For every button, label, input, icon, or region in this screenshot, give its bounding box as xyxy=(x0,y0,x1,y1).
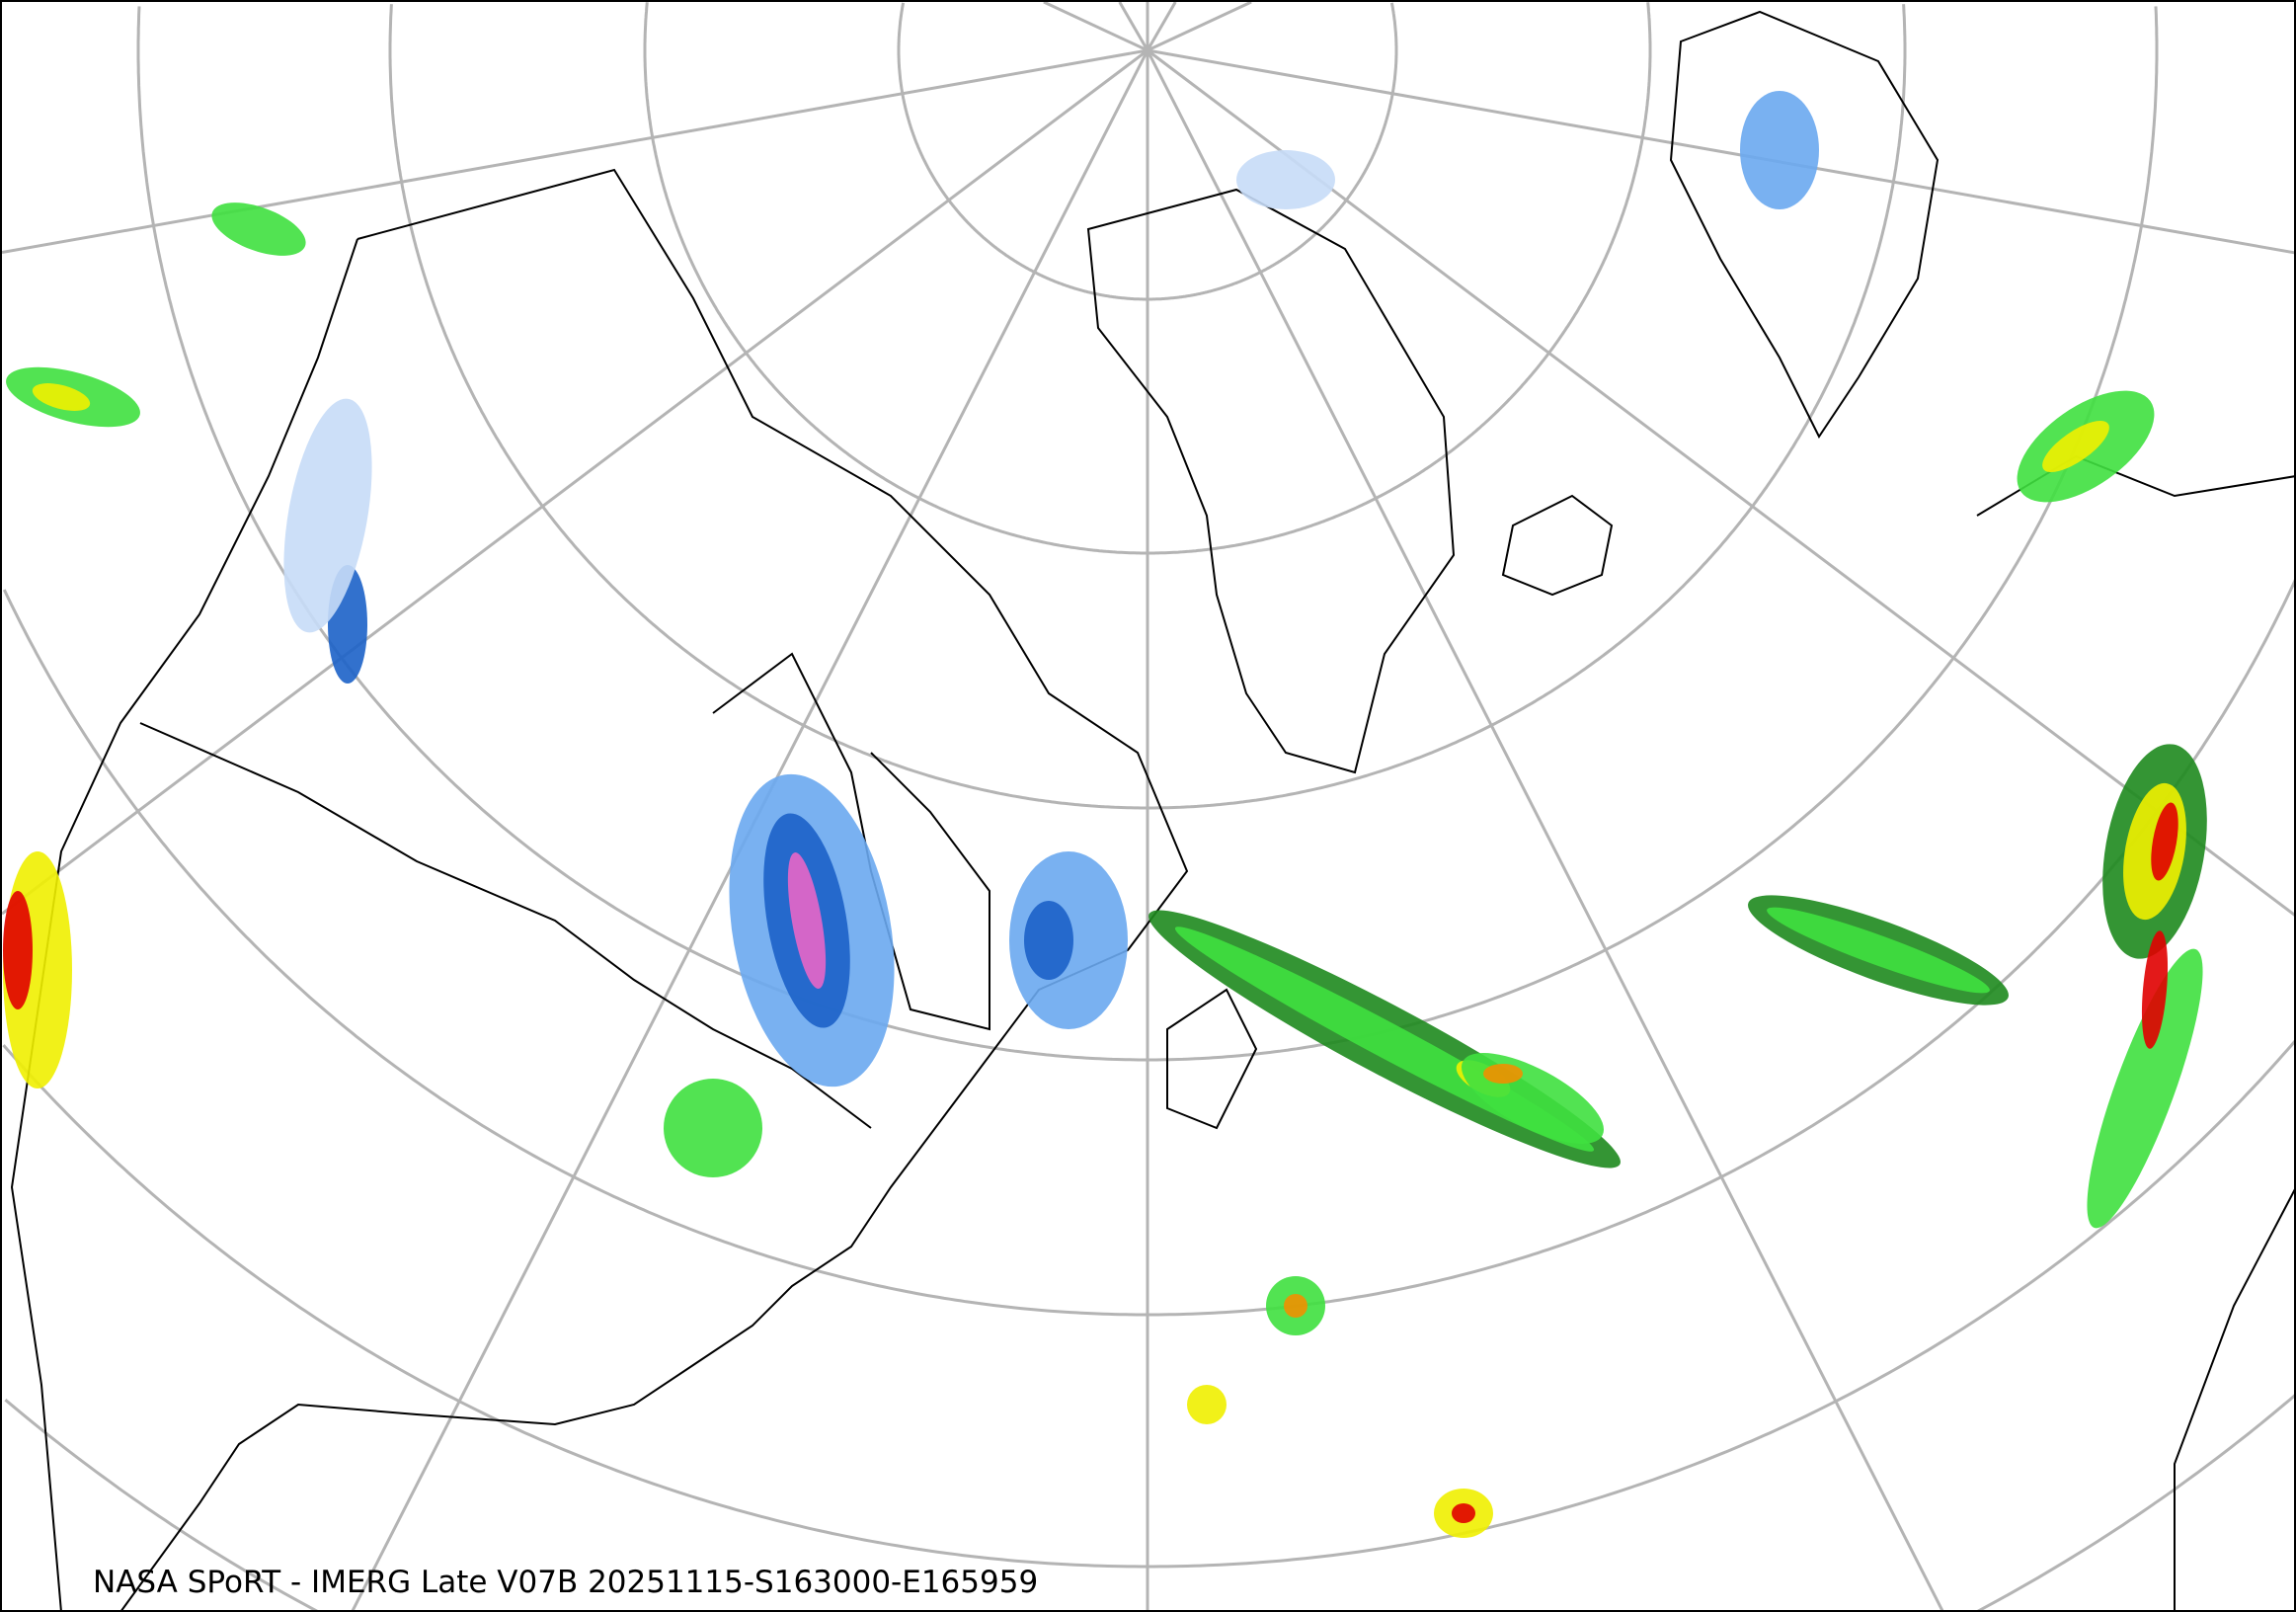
newfoundland xyxy=(1166,988,1258,1130)
precip-area-moderate-rain xyxy=(32,383,91,411)
iceland xyxy=(1501,494,1614,597)
precip-area-very-heavy-rain xyxy=(2151,802,2178,881)
meridian-line xyxy=(1043,2,1148,52)
latitude-circle xyxy=(2,579,2294,1317)
precip-area-heavy-rain xyxy=(1284,1294,1307,1318)
greenland xyxy=(1086,188,1456,774)
meridian-line xyxy=(1146,2,1177,51)
precip-area-snow xyxy=(1740,91,1819,209)
precip-area-rain xyxy=(664,1079,762,1177)
precip-area-very-heavy-snow xyxy=(787,852,827,989)
meridian-line xyxy=(2,48,1148,254)
meridian-line xyxy=(1146,49,1944,1610)
coastlines-borders xyxy=(10,10,2294,1610)
precip-area-heavy-snow xyxy=(1024,901,1073,980)
meridian-line xyxy=(1147,2,1252,52)
latitude-circle xyxy=(4,1394,2294,1610)
precip-area-very-heavy-rain xyxy=(1452,1503,1475,1523)
precip-area-heavy-rain xyxy=(1483,1064,1523,1084)
hudson-bay xyxy=(712,652,990,1031)
precip-area-rain xyxy=(2087,948,2203,1229)
precipitation-overlay xyxy=(3,91,2207,1538)
map-caption: NASA SPoRT - IMERG Late V07B 20251115-S1… xyxy=(93,1565,1039,1600)
latitude-circle xyxy=(388,4,1907,810)
us-canada-border xyxy=(139,722,872,1129)
meridian-line xyxy=(1147,48,2294,255)
precip-area-rain xyxy=(211,202,306,256)
latitude-circle xyxy=(897,2,1398,301)
meridian-line xyxy=(2,48,1148,916)
precip-area-light-snow xyxy=(1236,150,1335,209)
meridian-line xyxy=(1147,48,2294,917)
meridian-line xyxy=(1118,2,1149,51)
precip-area-moderate-rain xyxy=(1187,1385,1227,1424)
precip-area-light-snow xyxy=(283,398,372,633)
precip-area-moderate-rain xyxy=(2042,420,2109,473)
precip-area-very-heavy-rain xyxy=(2141,930,2169,1049)
precip-area-very-heavy-rain xyxy=(3,891,33,1009)
north-america-outline xyxy=(10,168,1189,1610)
latitude-circle xyxy=(2,1039,2294,1569)
latitude-circle xyxy=(643,2,1652,555)
latitude-circle xyxy=(136,6,2159,1062)
precip-area-rain xyxy=(1767,907,1990,994)
